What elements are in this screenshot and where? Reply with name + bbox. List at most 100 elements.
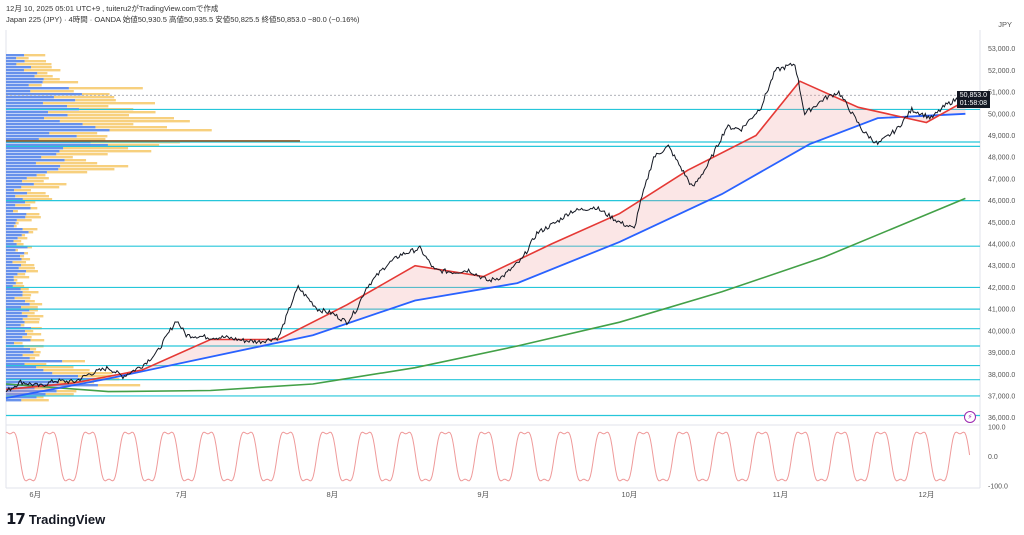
volume-profile-down-bar: [21, 258, 31, 261]
volume-profile-up-bar: [6, 237, 18, 240]
volume-profile-down-bar: [33, 183, 67, 186]
volume-profile-up-bar: [6, 69, 24, 72]
volume-profile-up-bar: [6, 198, 23, 201]
volume-profile-down-bar: [22, 291, 39, 294]
volume-profile-down-bar: [30, 90, 74, 93]
volume-profile-down-bar: [107, 144, 160, 147]
volume-profile-down-bar: [15, 249, 18, 252]
long-ma-line: [5, 197, 966, 393]
volume-profile-up-bar: [6, 75, 35, 78]
volume-profile-up-bar: [6, 309, 30, 312]
volume-profile-down-bar: [81, 93, 110, 96]
volume-profile-up-bar: [6, 99, 76, 102]
volume-profile-down-bar: [20, 264, 35, 267]
volume-profile-up-bar: [6, 258, 22, 261]
volume-profile-up-bar: [6, 201, 26, 204]
volume-profile-up-bar: [6, 153, 57, 156]
volume-profile-up-bar: [6, 135, 77, 138]
volume-profile-down-bar: [22, 354, 40, 357]
volume-profile-down-bar: [27, 246, 32, 249]
volume-profile-down-bar: [25, 216, 41, 219]
volume-profile-down-bar: [28, 84, 42, 87]
volume-profile-down-bar: [29, 309, 38, 312]
volume-profile-down-bar: [27, 192, 46, 195]
volume-profile-up-bar: [6, 330, 25, 333]
volume-profile-down-bar: [20, 255, 25, 258]
volume-profile-down-bar: [34, 75, 53, 78]
volume-profile-up-bar: [6, 84, 29, 87]
volume-profile-up-bar: [6, 351, 34, 354]
tradingview-logo[interactable]: 17 TradingView: [6, 510, 105, 528]
volume-profile-down-bar: [45, 393, 74, 396]
y-tick-label: 49,000.0: [988, 133, 1015, 140]
volume-profile-up-bar: [6, 315, 28, 318]
last-price-tag: 50,853.0: [956, 91, 990, 100]
volume-profile-down-bar: [30, 207, 38, 210]
volume-profile-up-bar: [6, 207, 31, 210]
y-tick-label: 53,000.0: [988, 46, 1015, 53]
volume-profile-up-bar: [6, 159, 65, 162]
volume-profile-up-bar: [6, 273, 18, 276]
volume-profile-down-bar: [33, 351, 41, 354]
volume-profile-down-bar: [95, 126, 167, 129]
volume-profile-up-bar: [6, 102, 43, 105]
volume-profile-down-bar: [17, 273, 26, 276]
volume-profile-up-bar: [6, 267, 19, 270]
volume-profile-up-bar: [6, 396, 37, 399]
volume-profile-up-bar: [6, 126, 96, 129]
volume-profile-up-bar: [6, 324, 21, 327]
volume-profile-up-bar: [6, 165, 61, 168]
volume-profile-down-bar: [13, 342, 23, 345]
volume-profile-up-bar: [6, 189, 15, 192]
volume-profile-up-bar: [6, 240, 14, 243]
volume-profile-up-bar: [6, 216, 26, 219]
volume-profile-down-bar: [46, 171, 88, 174]
volume-profile-down-bar: [21, 306, 38, 309]
lightning-icon[interactable]: ⚡: [964, 411, 976, 423]
volume-profile-down-bar: [30, 339, 45, 342]
volume-profile-down-bar: [13, 276, 30, 279]
volume-profile-up-bar: [6, 231, 29, 234]
volume-profile-up-bar: [6, 312, 22, 315]
volume-profile-up-bar: [6, 60, 25, 63]
price-line: [5, 62, 966, 393]
volume-profile-up-bar: [6, 177, 27, 180]
volume-profile-up-bar: [6, 132, 50, 135]
volume-profile-down-bar: [36, 174, 46, 177]
volume-profile-down-bar: [78, 375, 112, 378]
y-tick-label: 50,000.0: [988, 111, 1015, 118]
volume-profile-down-bar: [23, 69, 61, 72]
volume-profile-up-bar: [6, 72, 38, 75]
header-symbol: Japan 225 (JPY) · 4時間 · OANDA: [6, 15, 121, 24]
volume-profile-up-bar: [6, 297, 15, 300]
volume-profile-up-bar: [6, 168, 59, 171]
volume-profile-up-bar: [6, 81, 43, 84]
volume-profile-down-bar: [17, 237, 28, 240]
volume-profile-up-bar: [6, 285, 13, 288]
volume-profile-up-bar: [6, 111, 49, 114]
volume-profile-down-bar: [60, 165, 129, 168]
volume-profile-down-bar: [20, 324, 25, 327]
volume-profile-up-bar: [6, 105, 68, 108]
currency-label: JPY: [998, 20, 1012, 29]
fast-ma-line: [5, 80, 966, 391]
volume-profile-down-bar: [24, 60, 47, 63]
volume-profile-down-bar: [26, 213, 40, 216]
volume-profile-down-bar: [18, 267, 35, 270]
volume-profile-down-bar: [13, 225, 17, 228]
volume-profile-down-bar: [59, 120, 190, 123]
y-tick-label: 36,000.0: [988, 415, 1015, 422]
volume-profile-up-bar: [6, 381, 59, 384]
header-ohlc: 始値50,930.5 高値50,935.5 安値50,825.5 終値50,85…: [122, 15, 360, 24]
volume-profile-down-bar: [15, 222, 19, 225]
volume-profile-down-bar: [20, 288, 29, 291]
volume-profile-up-bar: [6, 183, 34, 186]
volume-profile-up-bar: [6, 288, 21, 291]
volume-profile-up-bar: [6, 354, 23, 357]
volume-profile-down-bar: [13, 240, 22, 243]
volume-profile-up-bar: [6, 246, 28, 249]
volume-profile-up-bar: [6, 318, 23, 321]
volume-profile-down-bar: [35, 162, 98, 165]
